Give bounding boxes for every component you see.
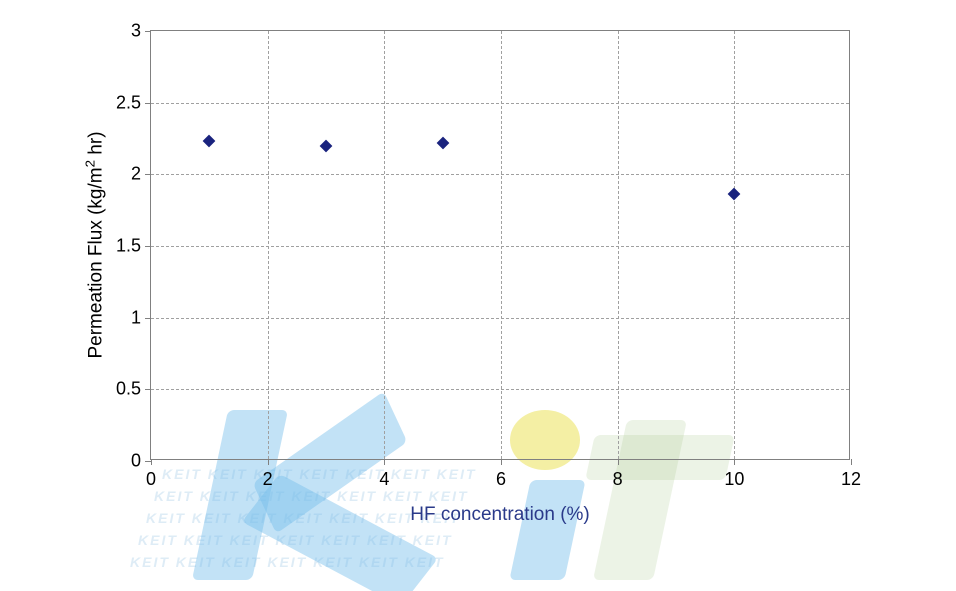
gridline-vertical bbox=[734, 31, 735, 459]
gridline-horizontal bbox=[151, 174, 849, 175]
data-point bbox=[436, 136, 449, 149]
y-tick-label: 1.5 bbox=[116, 236, 151, 257]
x-tick-label: 12 bbox=[841, 459, 861, 490]
gridline-vertical bbox=[501, 31, 502, 459]
data-point bbox=[728, 188, 741, 201]
x-tick-label: 0 bbox=[146, 459, 156, 490]
gridline-horizontal bbox=[151, 389, 849, 390]
gridline-horizontal bbox=[151, 318, 849, 319]
x-tick-label: 8 bbox=[613, 459, 623, 490]
y-tick-label: 0.5 bbox=[116, 379, 151, 400]
y-tick-label: 2.5 bbox=[116, 92, 151, 113]
x-tick-label: 6 bbox=[496, 459, 506, 490]
watermark-k-arm-lower bbox=[242, 474, 438, 591]
y-tick-label: 1 bbox=[131, 307, 151, 328]
y-axis-label: Permeation Flux (kg/m2 hr) bbox=[82, 131, 107, 358]
gridline-vertical bbox=[268, 31, 269, 459]
x-tick-label: 10 bbox=[724, 459, 744, 490]
watermark-i-bar bbox=[509, 480, 585, 580]
y-tick-label: 2 bbox=[131, 164, 151, 185]
x-tick-label: 2 bbox=[263, 459, 273, 490]
gridline-vertical bbox=[618, 31, 619, 459]
data-point bbox=[320, 139, 333, 152]
x-axis-label: HF concentration (%) bbox=[410, 504, 590, 526]
x-tick-label: 4 bbox=[379, 459, 389, 490]
plot-area: 00.511.522.53024681012 bbox=[150, 30, 850, 460]
gridline-vertical bbox=[384, 31, 385, 459]
data-point bbox=[203, 135, 216, 148]
gridline-horizontal bbox=[151, 103, 849, 104]
gridline-horizontal bbox=[151, 246, 849, 247]
y-tick-label: 3 bbox=[131, 21, 151, 42]
chart-container: KEIT KEIT KEIT KEIT KEIT KEIT KEITKEIT K… bbox=[70, 20, 890, 540]
